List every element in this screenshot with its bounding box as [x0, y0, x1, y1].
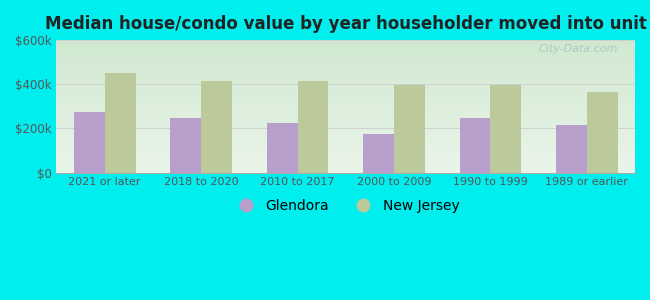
Bar — [266, 123, 298, 172]
Bar — [490, 85, 521, 172]
Bar — [298, 81, 328, 172]
Title: Median house/condo value by year householder moved into unit: Median house/condo value by year househo… — [45, 15, 647, 33]
Legend: Glendora, New Jersey: Glendora, New Jersey — [226, 194, 465, 219]
Bar — [460, 118, 490, 172]
Bar — [201, 81, 232, 172]
Bar — [74, 112, 105, 172]
Bar — [363, 134, 394, 172]
Bar — [170, 118, 201, 172]
Bar — [587, 92, 618, 172]
Bar — [105, 73, 136, 172]
Text: City-Data.com: City-Data.com — [538, 44, 617, 54]
Bar — [394, 85, 425, 172]
Bar — [556, 125, 587, 172]
